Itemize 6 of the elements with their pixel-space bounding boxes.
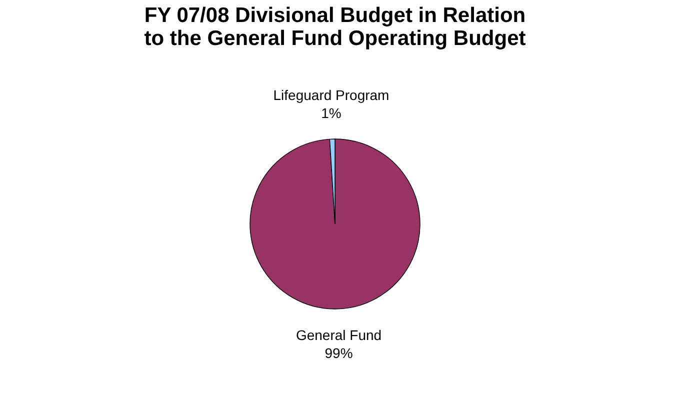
slice-label: Lifeguard Program [273,87,390,104]
chart-title: FY 07/08 Divisional Budget in Relation to the General Fund Operating Budget [144,4,526,50]
data-label: 1% [321,105,342,122]
slice-label: General Fund [296,326,382,343]
pie-slice [250,138,420,310]
data-label: 99% [324,344,353,361]
